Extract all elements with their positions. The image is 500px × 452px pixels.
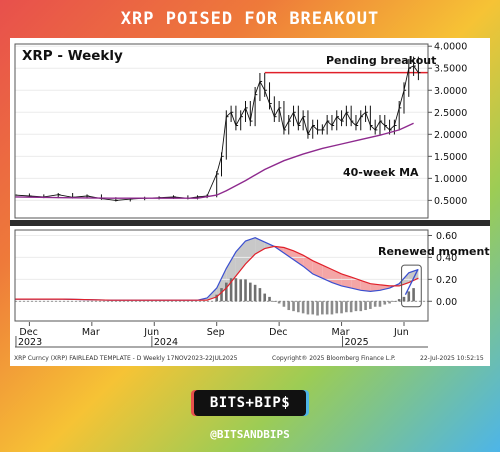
histogram-bar [273, 301, 276, 302]
annotation-renewed-momentum: Renewed momentum [378, 245, 490, 258]
y-tick-label-bottom: 0.20 [436, 275, 457, 286]
macd-signal-fill [341, 273, 352, 289]
signal-line [15, 245, 419, 301]
x-tick-label: Dec [19, 327, 37, 338]
chart-title: XRP - Weekly [22, 48, 123, 64]
y-tick-label-top: 3.5000 [434, 64, 467, 75]
histogram-bar [345, 301, 348, 313]
histogram-bar [215, 294, 218, 302]
macd-signal-fill [255, 237, 265, 255]
x-tick-label: Jun [143, 327, 159, 338]
x-tick-label: Mar [332, 327, 350, 338]
y-tick-label-top: 3.0000 [434, 86, 467, 97]
histogram-bar [234, 278, 238, 302]
annotation-40-week-ma: 40-week MA [343, 166, 419, 179]
footer-copyright: Copyright® 2025 Bloomberg Finance L.P. [272, 355, 396, 362]
y-tick-label-top: 1.0000 [434, 174, 467, 185]
x-year-label: 2023 [18, 337, 42, 348]
histogram-bar [239, 279, 243, 302]
banner-title: XRP POISED FOR BREAKOUT [120, 9, 380, 29]
histogram-bar [364, 301, 367, 311]
x-tick-label: Sep [207, 327, 225, 338]
histogram-bar [402, 296, 406, 302]
histogram-bar [297, 301, 300, 313]
histogram-bar [253, 284, 257, 302]
y-tick-label-top: 4.0000 [434, 42, 467, 53]
brand-logo: BITS+BIP$ [194, 390, 306, 416]
bottom-pane-frame [14, 229, 429, 322]
histogram-bar [330, 301, 334, 315]
momentum-highlight-box [401, 264, 422, 308]
histogram-bar [244, 279, 247, 302]
pane-separator [10, 220, 490, 226]
histogram-bar [225, 282, 228, 302]
histogram-bar [321, 301, 324, 315]
histogram-bar [397, 299, 401, 302]
histogram-bar [340, 301, 343, 314]
histogram-bar [306, 301, 310, 315]
xrp-chart: 4.0000 3.5000 3.0000 2.5000 2.0000 1.5000 1.00… [10, 38, 490, 366]
macd-signal-fill [312, 260, 323, 279]
histogram-bar [325, 301, 329, 315]
histogram-bar [277, 301, 281, 304]
annotation-pending-breakout: Pending breakout [326, 54, 436, 67]
histogram-bar [263, 293, 267, 302]
macd-signal-fill [351, 277, 361, 291]
y-tick-label-top: 1.5000 [434, 152, 467, 163]
histogram-bar [393, 301, 396, 302]
histogram-bar [349, 301, 353, 313]
macd-signal-fill [370, 283, 380, 292]
x-tick-label: Mar [82, 327, 100, 338]
x-year-label: 2025 [345, 337, 369, 348]
x-year-label: 2024 [154, 337, 178, 348]
histogram-bar [383, 301, 387, 305]
histogram-bar [335, 301, 339, 314]
histogram-bar [359, 301, 363, 312]
y-tick-label-top: 0.5000 [434, 196, 467, 207]
histogram-bar [373, 301, 377, 307]
x-tick-label: Jun [393, 327, 409, 338]
social-handle: @BITSANDBIPS [210, 428, 290, 441]
macd-line [15, 237, 419, 301]
histogram-bar [369, 301, 372, 309]
macd-signal-fill [322, 265, 332, 283]
y-tick-label-top: 2.5000 [434, 108, 467, 119]
histogram-bar [292, 301, 295, 312]
histogram-bar [316, 301, 319, 316]
histogram-bar [220, 288, 223, 302]
histogram-bar [407, 291, 411, 302]
title-banner: XRP POISED FOR BREAKOUT [0, 0, 500, 38]
x-tick-label: Dec [269, 327, 287, 338]
y-tick-label-top: 2.0000 [434, 130, 467, 141]
y-tick-label-bottom: 0.60 [436, 231, 457, 242]
histogram-bar [249, 282, 252, 302]
histogram-bar [388, 301, 391, 304]
footer-timestamp: 22-Jul-2025 10:52:15 [420, 355, 484, 362]
y-tick-label-bottom: 0.40 [436, 253, 457, 264]
momentum-arrow [404, 269, 419, 295]
top-pane-frame [14, 43, 429, 219]
macd-signal-fill [332, 269, 342, 286]
footer-source-left: XRP Curncy (XRP) FAIRLEAD TEMPLATE - D W… [14, 355, 238, 362]
chart-background [10, 38, 490, 366]
histogram-bar [311, 301, 315, 315]
histogram-bar [229, 278, 233, 302]
histogram-bar [354, 301, 358, 312]
histogram-bar [378, 301, 382, 307]
histogram-bar [282, 301, 286, 307]
histogram-bar [268, 296, 271, 302]
histogram-bar [412, 288, 415, 302]
histogram-bar [258, 288, 262, 302]
ma-40-week-line [14, 122, 414, 199]
chart-panel: 4.0000 3.5000 3.0000 2.5000 2.0000 1.5000 1.00… [10, 38, 490, 366]
y-tick-label-bottom: 0.00 [436, 297, 457, 308]
histogram-bar [301, 301, 305, 314]
logo-text: BITS+BIP$ [209, 395, 291, 411]
histogram-bar [287, 301, 291, 311]
